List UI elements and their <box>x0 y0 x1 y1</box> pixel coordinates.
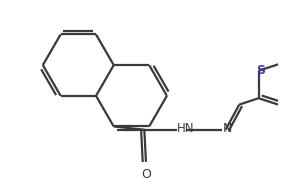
Text: N: N <box>222 122 232 135</box>
Text: O: O <box>141 168 151 181</box>
Text: S: S <box>256 64 265 77</box>
Text: HN: HN <box>177 122 195 135</box>
